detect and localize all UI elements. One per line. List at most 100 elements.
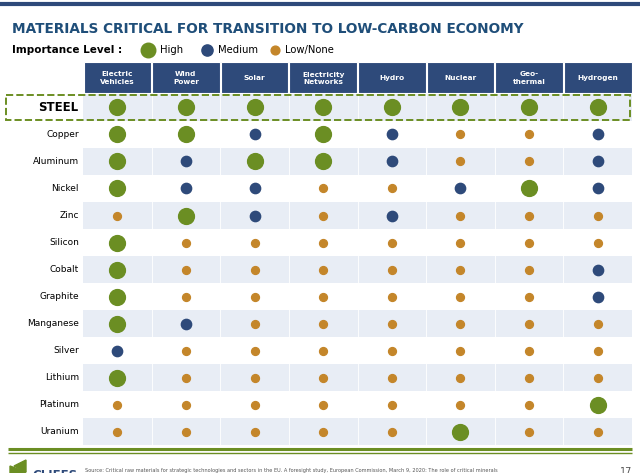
Text: Medium: Medium <box>218 45 258 55</box>
Text: Solar: Solar <box>244 75 266 81</box>
Point <box>455 239 465 246</box>
Point <box>250 428 260 435</box>
Point <box>318 320 328 327</box>
Point <box>387 158 397 165</box>
Point <box>318 266 328 273</box>
Point <box>387 401 397 408</box>
Point <box>112 374 122 381</box>
Bar <box>564 62 632 94</box>
Point <box>112 401 122 408</box>
Point <box>318 158 328 165</box>
Point <box>455 428 465 435</box>
Text: Hydrogen: Hydrogen <box>577 75 618 81</box>
Point <box>250 347 260 354</box>
Polygon shape <box>14 460 26 472</box>
Bar <box>289 62 357 94</box>
Point <box>270 46 280 54</box>
Polygon shape <box>10 466 26 473</box>
Text: CLIFFS: CLIFFS <box>32 469 77 473</box>
Point <box>593 293 603 300</box>
Point <box>181 293 191 300</box>
Point <box>524 212 534 219</box>
Point <box>250 374 260 381</box>
Point <box>593 131 603 138</box>
Text: High: High <box>160 45 183 55</box>
Point <box>202 46 212 54</box>
Bar <box>83 418 632 445</box>
Point <box>318 293 328 300</box>
Point <box>112 131 122 138</box>
Point <box>524 320 534 327</box>
Point <box>387 347 397 354</box>
Point <box>387 374 397 381</box>
Point <box>387 185 397 193</box>
Point <box>387 320 397 327</box>
Point <box>250 266 260 273</box>
Point <box>593 374 603 381</box>
Bar <box>83 148 632 175</box>
Text: Copper: Copper <box>46 130 79 139</box>
Point <box>112 158 122 165</box>
Point <box>318 428 328 435</box>
Point <box>250 131 260 138</box>
Point <box>455 104 465 111</box>
Point <box>318 401 328 408</box>
Point <box>387 131 397 138</box>
Bar <box>83 62 151 94</box>
Bar <box>83 202 632 229</box>
Point <box>524 185 534 193</box>
Bar <box>358 62 426 94</box>
Point <box>455 158 465 165</box>
Point <box>112 212 122 219</box>
Point <box>318 374 328 381</box>
Point <box>181 158 191 165</box>
Point <box>524 266 534 273</box>
Point <box>455 212 465 219</box>
Point <box>112 266 122 273</box>
Text: Uranium: Uranium <box>40 427 79 436</box>
Point <box>318 131 328 138</box>
Point <box>593 239 603 246</box>
Text: Geo-
thermal: Geo- thermal <box>513 71 545 85</box>
Text: Lithium: Lithium <box>45 373 79 382</box>
Point <box>593 266 603 273</box>
Point <box>455 320 465 327</box>
Point <box>250 104 260 111</box>
Bar <box>83 364 632 391</box>
Text: Silver: Silver <box>53 346 79 355</box>
Point <box>593 428 603 435</box>
Text: Cobalt: Cobalt <box>50 265 79 274</box>
Point <box>112 428 122 435</box>
Point <box>250 320 260 327</box>
Point <box>181 212 191 219</box>
Bar <box>427 62 494 94</box>
Point <box>524 428 534 435</box>
Point <box>455 347 465 354</box>
Point <box>318 185 328 193</box>
Bar <box>83 94 632 121</box>
Bar <box>83 310 632 337</box>
Point <box>455 131 465 138</box>
Point <box>181 104 191 111</box>
Point <box>593 401 603 408</box>
Text: 17: 17 <box>620 467 632 473</box>
Text: Electricity
Networks: Electricity Networks <box>302 71 344 85</box>
Text: Low/None: Low/None <box>285 45 334 55</box>
Point <box>593 185 603 193</box>
Point <box>524 104 534 111</box>
Text: Graphite: Graphite <box>40 292 79 301</box>
Point <box>387 104 397 111</box>
Bar <box>83 256 632 283</box>
Point <box>455 374 465 381</box>
Point <box>112 347 122 354</box>
Point <box>181 239 191 246</box>
Point <box>181 266 191 273</box>
Point <box>524 347 534 354</box>
Bar <box>221 62 289 94</box>
Point <box>593 158 603 165</box>
Text: Wind
Power: Wind Power <box>173 71 199 85</box>
Point <box>524 158 534 165</box>
Text: Zinc: Zinc <box>60 211 79 220</box>
Point <box>181 185 191 193</box>
Text: Aluminum: Aluminum <box>33 157 79 166</box>
